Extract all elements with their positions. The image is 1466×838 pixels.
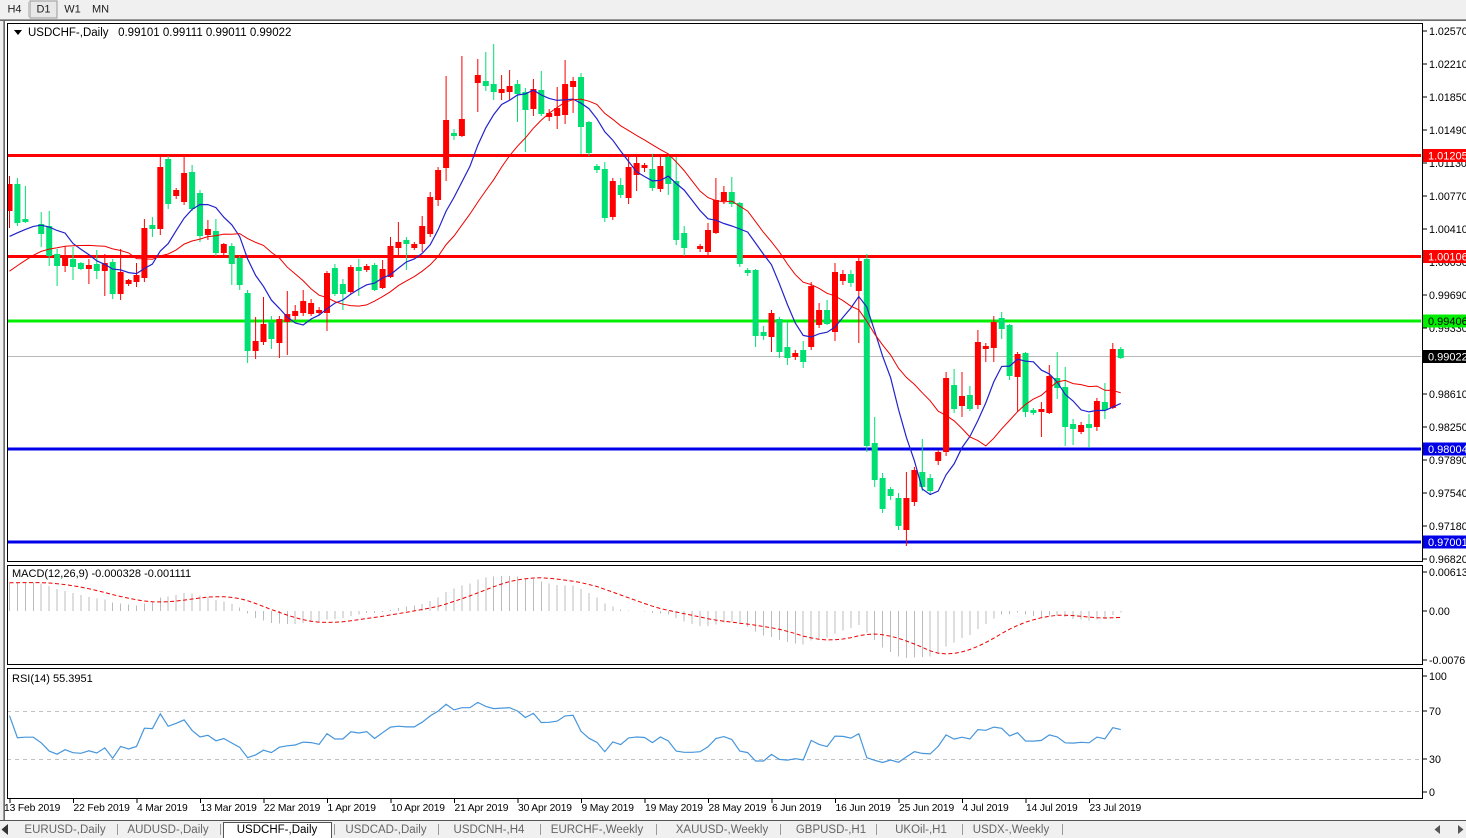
svg-text:0.97001: 0.97001 [1428, 537, 1466, 549]
svg-text:100: 100 [1429, 671, 1447, 683]
svg-text:0.99406: 0.99406 [1428, 316, 1466, 328]
svg-text:GBPUSD-,H1: GBPUSD-,H1 [796, 824, 866, 836]
svg-text:W1: W1 [64, 4, 81, 16]
svg-text:D1: D1 [36, 4, 50, 16]
svg-text:30 Apr 2019: 30 Apr 2019 [518, 803, 572, 814]
svg-text:USDCHF-,Daily 0.99101 0.9911: USDCHF-,Daily 0.99101 0.99111 0.99011 0.… [28, 27, 291, 39]
svg-text:0.97540: 0.97540 [1429, 488, 1466, 500]
svg-text:1.00410: 1.00410 [1429, 224, 1466, 236]
svg-text:10 Apr 2019: 10 Apr 2019 [391, 803, 445, 814]
svg-text:H4: H4 [7, 4, 21, 16]
svg-text:MN: MN [92, 4, 109, 16]
svg-text:1.02570: 1.02570 [1429, 26, 1466, 38]
svg-text:23 Jul 2019: 23 Jul 2019 [1090, 803, 1142, 814]
svg-text:13 Feb 2019: 13 Feb 2019 [4, 803, 61, 814]
svg-text:1.01490: 1.01490 [1429, 125, 1466, 137]
svg-text:25 Jun 2019: 25 Jun 2019 [899, 803, 954, 814]
svg-text:30: 30 [1429, 754, 1441, 766]
svg-text:USDX-,Weekly: USDX-,Weekly [973, 824, 1050, 836]
svg-text:0.00613: 0.00613 [1429, 567, 1466, 579]
svg-text:6 Jun 2019: 6 Jun 2019 [772, 803, 822, 814]
svg-text:0.96820: 0.96820 [1429, 554, 1466, 566]
svg-text:MACD(12,26,9) -0.000328 -0.001: MACD(12,26,9) -0.000328 -0.001111 [12, 568, 191, 580]
svg-text:1.01850: 1.01850 [1429, 92, 1466, 104]
svg-text:70: 70 [1429, 706, 1441, 718]
svg-text:1.02210: 1.02210 [1429, 59, 1466, 71]
svg-text:1.01205: 1.01205 [1428, 151, 1466, 163]
svg-text:0.99022: 0.99022 [1428, 352, 1466, 364]
svg-text:1 Apr 2019: 1 Apr 2019 [328, 803, 377, 814]
svg-text:4 Jul 2019: 4 Jul 2019 [963, 803, 1009, 814]
svg-text:1.00106: 1.00106 [1428, 252, 1466, 264]
svg-text:14 Jul 2019: 14 Jul 2019 [1026, 803, 1078, 814]
svg-text:USDCHF-,Daily: USDCHF-,Daily [237, 824, 318, 836]
svg-text:0.98610: 0.98610 [1429, 389, 1466, 401]
svg-text:16 Jun 2019: 16 Jun 2019 [836, 803, 891, 814]
svg-text:0: 0 [1429, 787, 1435, 799]
svg-text:28 May 2019: 28 May 2019 [709, 803, 767, 814]
svg-text:-0.007612: -0.007612 [1429, 655, 1466, 667]
svg-text:0.97180: 0.97180 [1429, 521, 1466, 533]
svg-text:RSI(14) 55.3951: RSI(14) 55.3951 [12, 673, 93, 685]
svg-text:XAUUSD-,Weekly: XAUUSD-,Weekly [676, 824, 769, 836]
svg-text:22 Feb 2019: 22 Feb 2019 [74, 803, 131, 814]
svg-text:13 Mar 2019: 13 Mar 2019 [201, 803, 258, 814]
svg-text:22 Mar 2019: 22 Mar 2019 [264, 803, 321, 814]
svg-text:AUDUSD-,Daily: AUDUSD-,Daily [127, 824, 208, 836]
svg-text:EURCHF-,Weekly: EURCHF-,Weekly [551, 824, 644, 836]
svg-text:9 May 2019: 9 May 2019 [582, 803, 635, 814]
svg-text:4 Mar 2019: 4 Mar 2019 [137, 803, 188, 814]
svg-text:0.98250: 0.98250 [1429, 422, 1466, 434]
svg-text:1.00770: 1.00770 [1429, 191, 1466, 203]
svg-text:USDCAD-,Daily: USDCAD-,Daily [345, 824, 426, 836]
svg-text:USDCNH-,H4: USDCNH-,H4 [454, 824, 526, 836]
svg-text:0.99690: 0.99690 [1429, 290, 1466, 302]
svg-text:EURUSD-,Daily: EURUSD-,Daily [24, 824, 105, 836]
svg-text:0.98004: 0.98004 [1428, 444, 1466, 456]
svg-text:19 May 2019: 19 May 2019 [645, 803, 703, 814]
svg-text:21 Apr 2019: 21 Apr 2019 [455, 803, 509, 814]
svg-text:0.97890: 0.97890 [1429, 455, 1466, 467]
svg-text:0.00: 0.00 [1429, 606, 1450, 618]
svg-text:UKOil-,H1: UKOil-,H1 [895, 824, 947, 836]
